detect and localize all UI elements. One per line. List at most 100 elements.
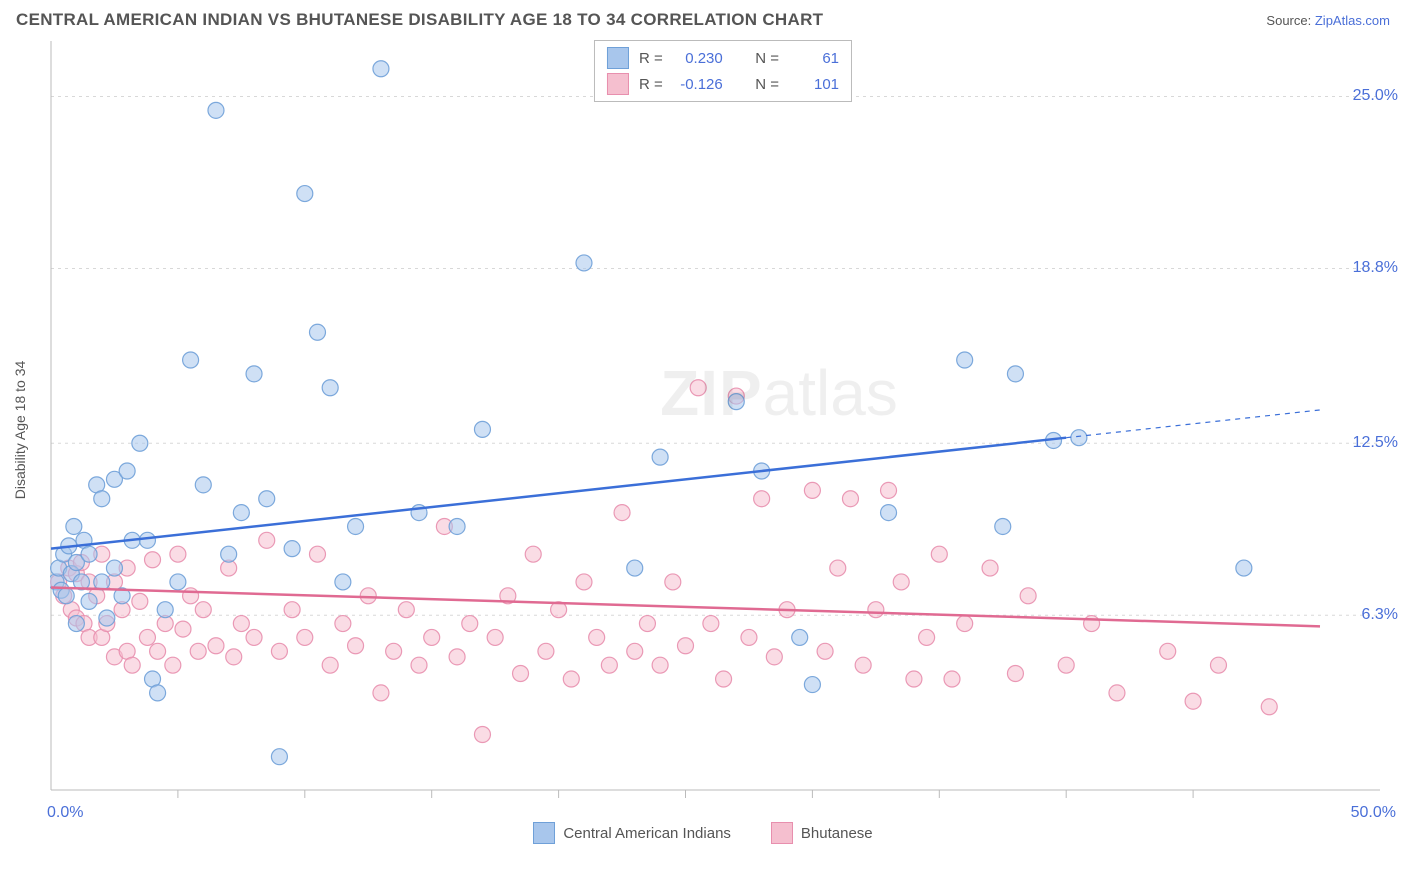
- data-point: [348, 518, 364, 534]
- data-point: [221, 546, 237, 562]
- legend-stat-row: R = 0.230 N = 61: [607, 45, 839, 71]
- data-point: [81, 546, 97, 562]
- data-point: [119, 463, 135, 479]
- data-point: [931, 546, 947, 562]
- data-point: [271, 749, 287, 765]
- data-point: [284, 602, 300, 618]
- legend-label: Central American Indians: [563, 825, 731, 842]
- data-point: [373, 685, 389, 701]
- data-point: [741, 629, 757, 645]
- data-point: [842, 491, 858, 507]
- y-tick-label: 12.5%: [1353, 434, 1398, 452]
- data-point: [284, 541, 300, 557]
- data-point: [309, 324, 325, 340]
- data-point: [589, 629, 605, 645]
- data-point: [830, 560, 846, 576]
- data-point: [919, 629, 935, 645]
- data-point: [424, 629, 440, 645]
- data-point: [66, 518, 82, 534]
- data-point: [652, 449, 668, 465]
- data-point: [690, 380, 706, 396]
- scatter-plot: [50, 40, 1380, 820]
- n-value: 61: [789, 50, 839, 67]
- chart-area: Disability Age 18 to 34 R = 0.230 N = 61…: [50, 40, 1396, 820]
- data-point: [373, 61, 389, 77]
- data-point: [58, 588, 74, 604]
- legend-swatch: [771, 822, 793, 844]
- data-point: [766, 649, 782, 665]
- data-point: [576, 574, 592, 590]
- data-point: [335, 616, 351, 632]
- data-point: [893, 574, 909, 590]
- data-point: [233, 505, 249, 521]
- data-point: [139, 629, 155, 645]
- source-label: Source:: [1266, 13, 1311, 28]
- data-point: [411, 657, 427, 673]
- data-point: [754, 491, 770, 507]
- y-axis-label: Disability Age 18 to 34: [12, 361, 28, 500]
- data-point: [1071, 430, 1087, 446]
- data-point: [487, 629, 503, 645]
- data-point: [150, 685, 166, 701]
- data-point: [1210, 657, 1226, 673]
- data-point: [165, 657, 181, 673]
- data-point: [804, 677, 820, 693]
- data-point: [957, 352, 973, 368]
- data-point: [145, 552, 161, 568]
- data-point: [297, 186, 313, 202]
- data-point: [348, 638, 364, 654]
- data-point: [398, 602, 414, 618]
- data-point: [1261, 699, 1277, 715]
- data-point: [652, 657, 668, 673]
- data-point: [868, 602, 884, 618]
- data-point: [513, 665, 529, 681]
- data-point: [208, 102, 224, 118]
- data-point: [183, 352, 199, 368]
- data-point: [1020, 588, 1036, 604]
- data-point: [208, 638, 224, 654]
- data-point: [665, 574, 681, 590]
- n-label: N =: [755, 50, 779, 67]
- data-point: [1007, 665, 1023, 681]
- data-point: [728, 394, 744, 410]
- r-value: -0.126: [673, 76, 723, 93]
- data-point: [525, 546, 541, 562]
- legend-stat-row: R = -0.126 N = 101: [607, 71, 839, 97]
- source-link[interactable]: ZipAtlas.com: [1315, 13, 1390, 28]
- data-point: [233, 616, 249, 632]
- data-point: [944, 671, 960, 687]
- data-point: [175, 621, 191, 637]
- data-point: [99, 610, 115, 626]
- data-point: [716, 671, 732, 687]
- r-label: R =: [639, 50, 663, 67]
- data-point: [170, 546, 186, 562]
- data-point: [855, 657, 871, 673]
- regression-extrapolation: [1066, 410, 1320, 438]
- data-point: [309, 546, 325, 562]
- chart-header: CENTRAL AMERICAN INDIAN VS BHUTANESE DIS…: [0, 0, 1406, 36]
- series-legend: Central American IndiansBhutanese: [0, 822, 1406, 844]
- correlation-legend: R = 0.230 N = 61 R = -0.126 N = 101: [594, 40, 852, 102]
- data-point: [259, 532, 275, 548]
- data-point: [386, 643, 402, 659]
- data-point: [132, 593, 148, 609]
- data-point: [678, 638, 694, 654]
- n-value: 101: [789, 76, 839, 93]
- data-point: [94, 491, 110, 507]
- data-point: [183, 588, 199, 604]
- data-point: [474, 421, 490, 437]
- data-point: [614, 505, 630, 521]
- chart-title: CENTRAL AMERICAN INDIAN VS BHUTANESE DIS…: [16, 10, 823, 30]
- data-point: [1185, 693, 1201, 709]
- data-point: [246, 629, 262, 645]
- data-point: [995, 518, 1011, 534]
- legend-swatch: [533, 822, 555, 844]
- legend-item: Central American Indians: [533, 822, 731, 844]
- data-point: [639, 616, 655, 632]
- data-point: [957, 616, 973, 632]
- data-point: [195, 477, 211, 493]
- data-point: [246, 366, 262, 382]
- data-point: [703, 616, 719, 632]
- data-point: [68, 616, 84, 632]
- data-point: [259, 491, 275, 507]
